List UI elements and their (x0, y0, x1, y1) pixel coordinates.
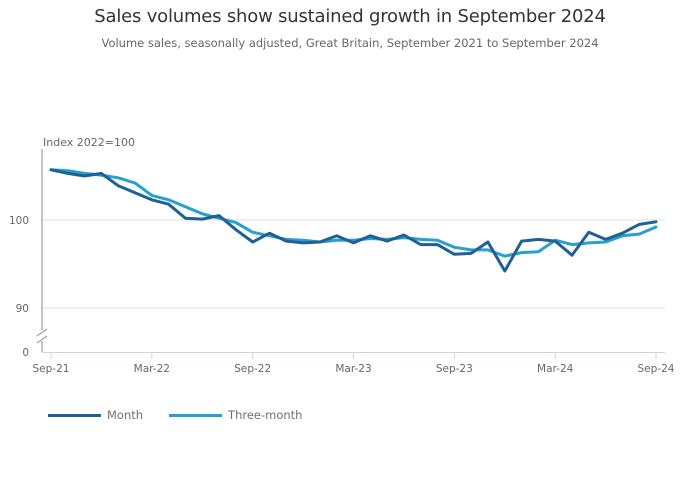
y-tick-label: 0 (22, 347, 29, 359)
data-point-three-month (486, 248, 489, 251)
legend: Month Three-month (48, 408, 328, 422)
series-line-month (49, 168, 658, 273)
data-point-month (150, 198, 153, 201)
axis-break-mark (36, 335, 48, 344)
x-tick-label: Sep-22 (234, 363, 271, 375)
data-point-three-month (453, 246, 456, 249)
data-point-month (66, 172, 69, 175)
y-tick-label: 90 (16, 303, 29, 315)
data-point-month (83, 175, 86, 178)
x-tick-label: Sep-23 (436, 363, 473, 375)
data-point-three-month (638, 233, 641, 236)
x-tick-label: Mar-24 (537, 363, 574, 375)
data-point-month (655, 220, 658, 223)
gridlines (42, 219, 665, 309)
data-point-month (318, 241, 321, 244)
axis-break-mark (36, 328, 48, 337)
legend-swatch-month (48, 413, 101, 417)
legend-item-month[interactable]: Month (48, 408, 143, 422)
data-point-three-month (150, 194, 153, 197)
series-lines (49, 168, 658, 273)
chart-title: Sales volumes show sustained growth in S… (94, 6, 606, 27)
legend-label-three-month: Three-month (228, 408, 303, 422)
data-point-month (184, 217, 187, 220)
data-point-three-month (587, 241, 590, 244)
data-point-month (638, 223, 641, 226)
data-point-three-month (184, 205, 187, 208)
data-point-month (134, 191, 137, 194)
data-point-month (302, 241, 305, 244)
data-point-three-month (570, 243, 573, 246)
legend-swatch-three-month (169, 413, 223, 417)
data-point-month (503, 270, 506, 273)
chart-subtitle: Volume sales, seasonally adjusted, Great… (101, 36, 599, 50)
data-point-month (201, 218, 204, 221)
axes (36, 149, 665, 359)
data-point-month (570, 254, 573, 257)
data-point-three-month (655, 226, 658, 229)
data-point-three-month (251, 231, 254, 234)
data-point-month (117, 184, 120, 187)
data-point-month (167, 203, 170, 206)
data-point-month (554, 240, 557, 243)
data-point-month (100, 172, 103, 175)
data-point-three-month (134, 182, 137, 185)
data-point-month (50, 168, 53, 171)
data-point-month (587, 231, 590, 234)
data-point-month (604, 238, 607, 241)
data-point-month (520, 240, 523, 243)
x-tick-label: Sep-21 (33, 363, 70, 375)
y-tick-labels: 100 90 0 (9, 215, 29, 359)
data-point-month (352, 241, 355, 244)
legend-item-three-month[interactable]: Three-month (169, 408, 302, 422)
data-point-month (537, 238, 540, 241)
data-point-month (386, 240, 389, 243)
data-point-three-month (201, 212, 204, 215)
data-point-month (453, 253, 456, 256)
data-point-month (470, 252, 473, 255)
x-tick-label: Sep-24 (638, 363, 675, 375)
data-point-month (285, 240, 288, 243)
data-point-month (436, 243, 439, 246)
y-tick-label: 100 (9, 215, 29, 227)
x-tick-labels: Sep-21 Mar-22 Sep-22 Mar-23 Sep-23 Mar-24 Sep-… (33, 363, 675, 375)
data-point-month (234, 228, 237, 231)
data-point-month (218, 214, 221, 217)
data-point-three-month (604, 241, 607, 244)
data-point-month (268, 232, 271, 235)
data-point-month (369, 234, 372, 237)
data-point-month (486, 241, 489, 244)
data-point-month (621, 232, 624, 235)
data-point-month (251, 241, 254, 244)
data-point-three-month (335, 239, 338, 242)
x-tick-label: Mar-23 (335, 363, 371, 375)
data-point-three-month (117, 176, 120, 179)
data-point-three-month (167, 198, 170, 201)
data-point-three-month (419, 238, 422, 241)
data-point-three-month (503, 255, 506, 258)
y-axis-title: Index 2022=100 (43, 136, 135, 149)
data-point-three-month (537, 250, 540, 253)
data-point-month (402, 233, 405, 236)
x-tick-label: Mar-22 (134, 363, 170, 375)
data-point-three-month (234, 221, 237, 224)
data-point-three-month (520, 251, 523, 254)
data-point-month (335, 234, 338, 237)
legend-label-month: Month (107, 408, 144, 422)
data-point-three-month (436, 239, 439, 242)
data-point-month (419, 243, 422, 246)
